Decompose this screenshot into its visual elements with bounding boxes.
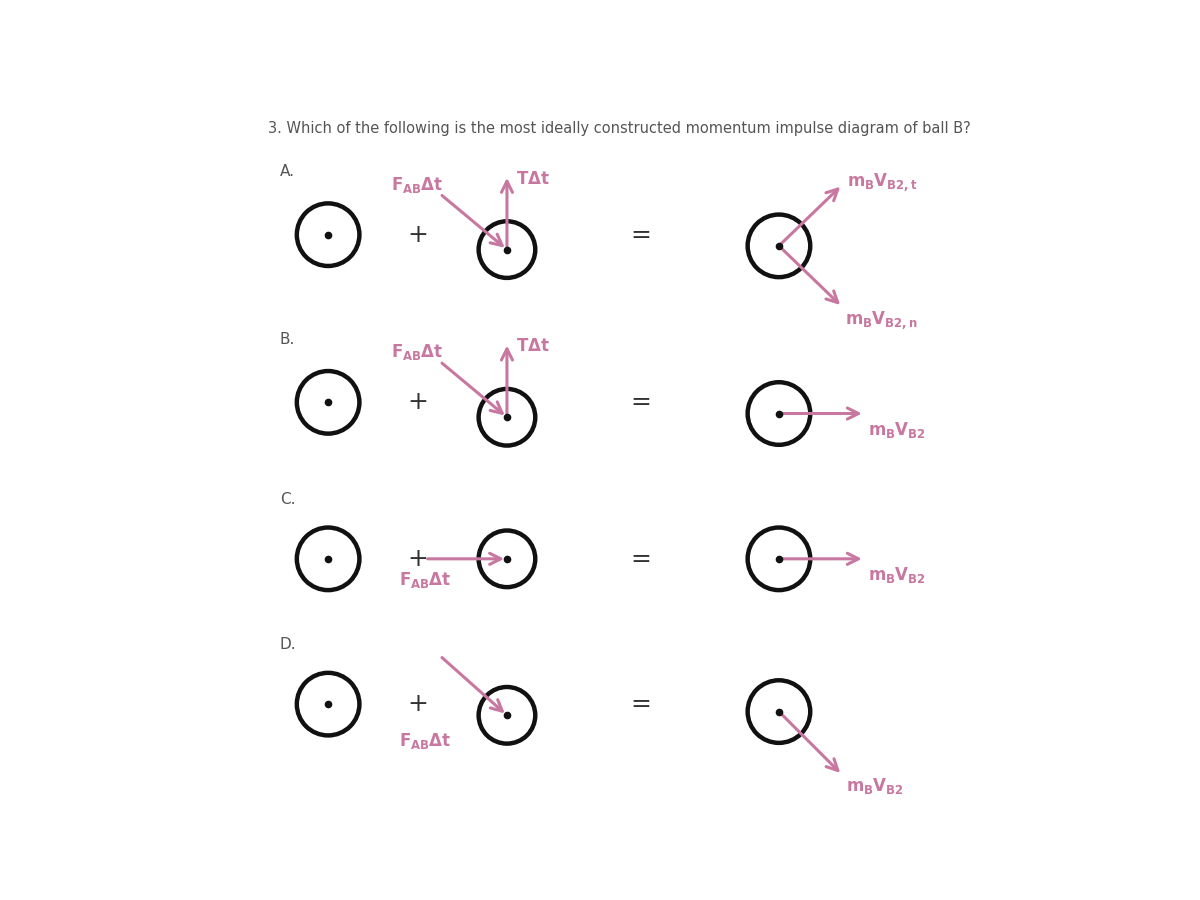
Text: D.: D.	[280, 637, 296, 652]
Text: $\mathbf{F_{AB}\Delta t}$: $\mathbf{F_{AB}\Delta t}$	[398, 732, 451, 752]
Text: $\mathbf{T\Delta t}$: $\mathbf{T\Delta t}$	[516, 170, 550, 188]
Text: +: +	[407, 222, 428, 247]
Text: B.: B.	[280, 331, 295, 346]
Text: +: +	[407, 391, 428, 414]
Text: $\mathbf{T\Delta t}$: $\mathbf{T\Delta t}$	[516, 338, 550, 356]
Text: =: =	[631, 547, 652, 571]
Text: $\mathbf{m_BV_{B2,n}}$: $\mathbf{m_BV_{B2,n}}$	[845, 310, 918, 331]
Text: =: =	[631, 692, 652, 716]
Text: $\mathbf{m_BV_{B2}}$: $\mathbf{m_BV_{B2}}$	[869, 565, 926, 585]
Text: =: =	[631, 222, 652, 247]
Text: =: =	[631, 391, 652, 414]
Text: +: +	[407, 547, 428, 571]
Text: C.: C.	[280, 491, 295, 507]
Text: $\mathbf{m_BV_{B2,t}}$: $\mathbf{m_BV_{B2,t}}$	[847, 172, 918, 194]
Text: 3. Which of the following is the most ideally constructed momentum impulse diagr: 3. Which of the following is the most id…	[269, 122, 971, 137]
Text: $\mathbf{m_BV_{B2}}$: $\mathbf{m_BV_{B2}}$	[869, 420, 926, 440]
Text: $\mathbf{F_{AB}\Delta t}$: $\mathbf{F_{AB}\Delta t}$	[398, 570, 451, 590]
Text: A.: A.	[280, 164, 295, 179]
Text: $\mathbf{F_{AB}\Delta t}$: $\mathbf{F_{AB}\Delta t}$	[391, 175, 444, 194]
Text: $\mathbf{m_BV_{B2}}$: $\mathbf{m_BV_{B2}}$	[846, 776, 904, 796]
Text: +: +	[407, 692, 428, 716]
Text: $\mathbf{F_{AB}\Delta t}$: $\mathbf{F_{AB}\Delta t}$	[391, 342, 444, 363]
